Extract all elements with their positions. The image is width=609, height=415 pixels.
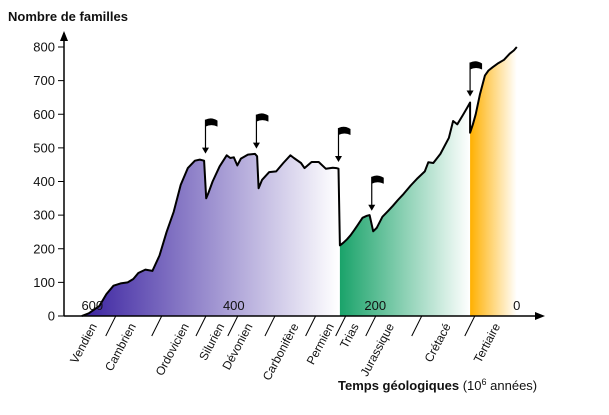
time-label-600: 600 [81,298,103,313]
y-tick-label-600: 600 [33,107,55,122]
period-label: Cambrien [102,321,139,374]
y-axis-arrow [60,31,68,41]
extinction-flag-2 [252,113,269,149]
plot-areas [81,46,518,317]
x-axis-title-exponent: 6 [482,377,487,387]
x-axis-title-main: Temps géologiques [338,378,459,393]
extinction-flag-1 [201,118,218,154]
period-label: Permien [304,321,337,367]
y-tick-label-700: 700 [33,73,55,88]
period-tick [365,315,377,337]
period-tick [264,315,276,337]
period-tick [464,315,476,337]
extinction-markers [201,61,483,211]
y-tick-label-300: 300 [33,208,55,223]
y-axis-title: Nombre de familles [8,9,128,24]
y-tick-label-800: 800 [33,40,55,55]
y-tick-label-100: 100 [33,275,55,290]
period-tick [195,315,207,337]
period-tick [305,315,317,337]
time-label-200: 200 [364,298,386,313]
area-3 [470,47,517,316]
x-axis-title-unit-2: années) [487,378,538,393]
extinction-flag-4 [368,175,384,211]
time-label-0: 0 [513,298,520,313]
x-axis-arrow [535,312,545,320]
area-2 [339,102,471,316]
y-tick-label-500: 500 [33,140,55,155]
extinction-flag-3 [334,126,351,163]
extinction-flag-5 [466,61,483,97]
period-tick [105,315,117,337]
y-tick-label-400: 400 [33,174,55,189]
period-tick [411,315,423,337]
diversity-curve [81,46,518,317]
period-tick [227,315,239,337]
y-tick-label-200: 200 [33,241,55,256]
period-label: Ordovicien [153,321,192,378]
period-tick [335,315,347,337]
axes: 0 100 200 300 400 500 600 700 800 [33,31,545,337]
period-label: Crétacé [422,321,454,365]
area-1 [81,153,339,316]
time-label-400: 400 [223,298,245,313]
period-tick [151,315,163,337]
period-label: Tertiaire [471,321,504,366]
period-label: Jurassique [357,321,397,379]
period-label: Vendien [67,321,100,366]
x-axis-title-unit-1: (10 [459,378,481,393]
period-label: Carbonifère [260,321,302,383]
y-tick-label-0: 0 [48,309,55,324]
x-axis-title: Temps géologiques (106 années) [338,377,537,393]
